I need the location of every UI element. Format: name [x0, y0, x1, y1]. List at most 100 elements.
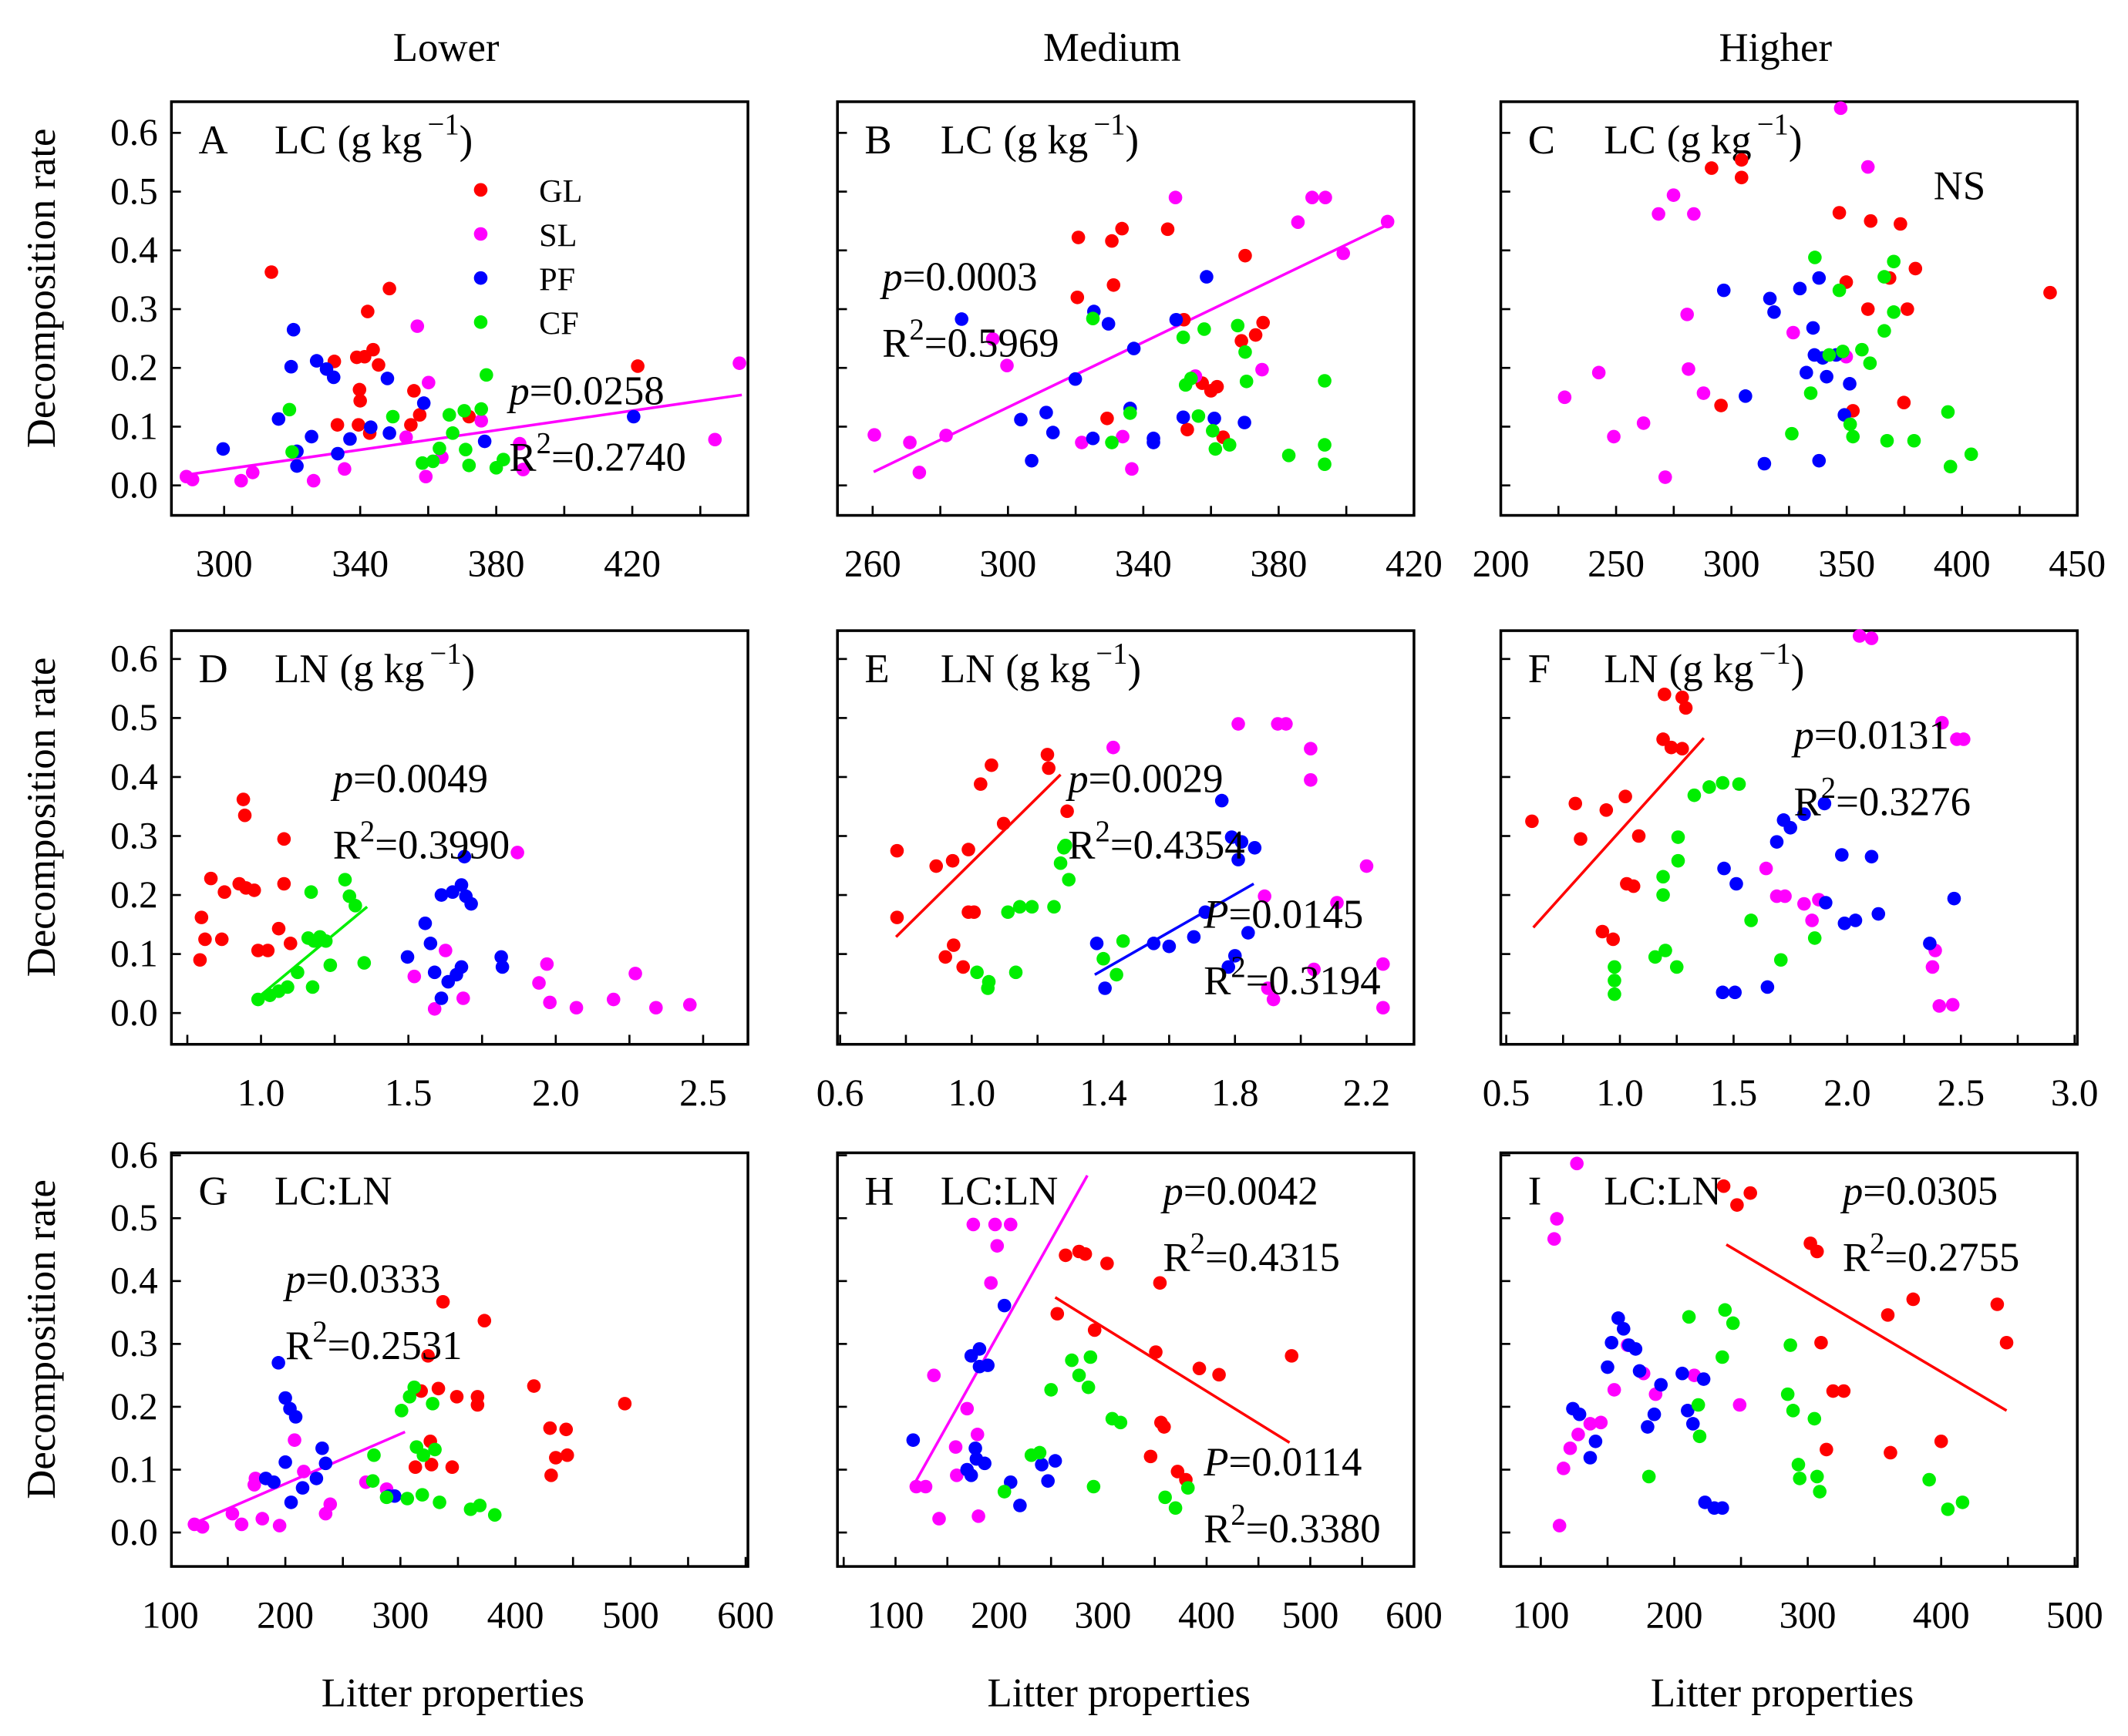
data-point-GL: [1678, 701, 1693, 715]
data-point-PF: [427, 965, 442, 980]
data-point-SL: [1304, 772, 1318, 787]
y-axis-label: Decomposition rate: [19, 129, 64, 449]
x-axis-label: Litter properties: [322, 1670, 584, 1715]
plot-frame: [1499, 100, 2079, 517]
data-point-PF: [1820, 369, 1833, 384]
data-point-PF: [494, 950, 508, 964]
data-point-CF: [497, 453, 510, 466]
data-point-CF: [426, 454, 440, 469]
data-point-SL: [234, 473, 248, 488]
data-point-GL: [1832, 206, 1847, 220]
data-point-GL: [1070, 290, 1085, 304]
data-point-SL: [410, 319, 425, 333]
data-point-GL: [404, 418, 418, 432]
data-point-GL: [431, 1381, 446, 1396]
y-tick-label: 0.0: [110, 1511, 158, 1553]
data-point-PF: [1601, 1360, 1615, 1374]
variable-name: LC: [1604, 118, 1655, 163]
plot-frame: [836, 629, 1416, 1046]
series-CF: [970, 838, 1130, 995]
data-point-SL: [422, 375, 436, 390]
data-point-GL: [961, 843, 975, 856]
data-point-PF: [1572, 1407, 1587, 1421]
regression-line-1: [1054, 1296, 1291, 1444]
column-header-lower: Lower: [393, 25, 500, 70]
data-point-CF: [1012, 900, 1027, 914]
data-point-PF: [286, 322, 301, 337]
panel-letter: G: [199, 1169, 228, 1213]
data-point-PF: [1126, 341, 1141, 355]
panel-variable-title: LC:LN: [274, 1169, 392, 1213]
data-point-PF: [978, 1456, 992, 1471]
data-point-CF: [1807, 1411, 1822, 1426]
data-point-CF: [416, 1448, 430, 1462]
data-point-GL: [1100, 411, 1114, 426]
data-point-GL: [261, 944, 275, 957]
panel-letter: H: [864, 1169, 894, 1213]
y-tick-label: 0.2: [110, 1385, 158, 1428]
r-exponent: 2: [312, 1316, 327, 1348]
x-tick-label: 340: [1115, 543, 1172, 585]
panel-letter: E: [864, 647, 889, 691]
data-point-SL: [427, 1001, 442, 1016]
data-point-PF: [400, 950, 415, 964]
data-point-GL: [1595, 924, 1610, 939]
r-symbol: R: [882, 321, 910, 366]
data-point-PF: [1843, 377, 1857, 391]
x-tick-label: 500: [2046, 1593, 2103, 1636]
series-SL: [1106, 717, 1390, 1015]
regression-line-0: [188, 1430, 406, 1527]
series-CF: [1785, 251, 1978, 474]
series-CF: [251, 873, 372, 1007]
data-point-GL: [1864, 214, 1878, 228]
data-point-CF: [1887, 305, 1901, 319]
data-point-GL: [1716, 1179, 1731, 1193]
data-point-SL: [195, 1519, 210, 1534]
x-tick-label: 200: [1646, 1593, 1703, 1636]
x-tick-label: 400: [1934, 543, 1991, 585]
data-point-GL: [890, 910, 904, 924]
r-symbol: R: [1068, 823, 1096, 868]
data-point-PF: [1685, 1417, 1700, 1431]
data-point-CF: [997, 1485, 1012, 1499]
data-point-CF: [1648, 950, 1662, 964]
data-point-SL: [245, 466, 260, 479]
x-tick-label: 100: [867, 1593, 924, 1636]
data-point-SL: [1759, 861, 1773, 876]
legend-label-SL: SL: [539, 217, 577, 254]
data-point-CF: [1105, 436, 1119, 449]
unit-exponent: −1: [1759, 638, 1791, 670]
r-exponent: 2: [1870, 1228, 1884, 1260]
data-point-CF: [1109, 967, 1123, 982]
data-point-CF: [1691, 1398, 1705, 1412]
data-point-CF: [1047, 900, 1061, 914]
data-point-GL: [1705, 161, 1719, 175]
data-point-PF: [1146, 436, 1160, 449]
variable-unit: (g kg: [338, 118, 423, 163]
data-point-CF: [1608, 960, 1621, 974]
r-symbol: R: [1843, 1236, 1870, 1280]
data-point-GL: [1525, 814, 1539, 829]
data-point-CF: [281, 980, 295, 994]
data-point-CF: [1608, 974, 1621, 987]
x-tick-label: 420: [604, 543, 661, 585]
data-point-GL: [1820, 1442, 1833, 1457]
r-squared-label: R2=0.3276: [1794, 772, 1971, 825]
r2-value: =0.3276: [1836, 779, 1971, 824]
data-point-CF: [1083, 1350, 1098, 1364]
y-axis-label: Decomposition rate: [19, 658, 64, 977]
data-point-GL: [424, 1458, 439, 1472]
data-point-SL: [1336, 246, 1351, 261]
p-symbol: p: [1840, 1169, 1863, 1213]
data-point-GL: [1714, 399, 1728, 412]
data-point-CF: [1669, 960, 1684, 974]
data-point-PF: [318, 1456, 333, 1471]
data-point-GL: [1618, 789, 1632, 804]
data-point-CF: [1116, 934, 1130, 948]
data-point-CF: [1658, 944, 1672, 957]
data-point-CF: [304, 885, 318, 900]
data-point-GL: [352, 418, 365, 432]
data-point-GL: [1256, 315, 1271, 330]
data-point-CF: [1832, 283, 1847, 298]
